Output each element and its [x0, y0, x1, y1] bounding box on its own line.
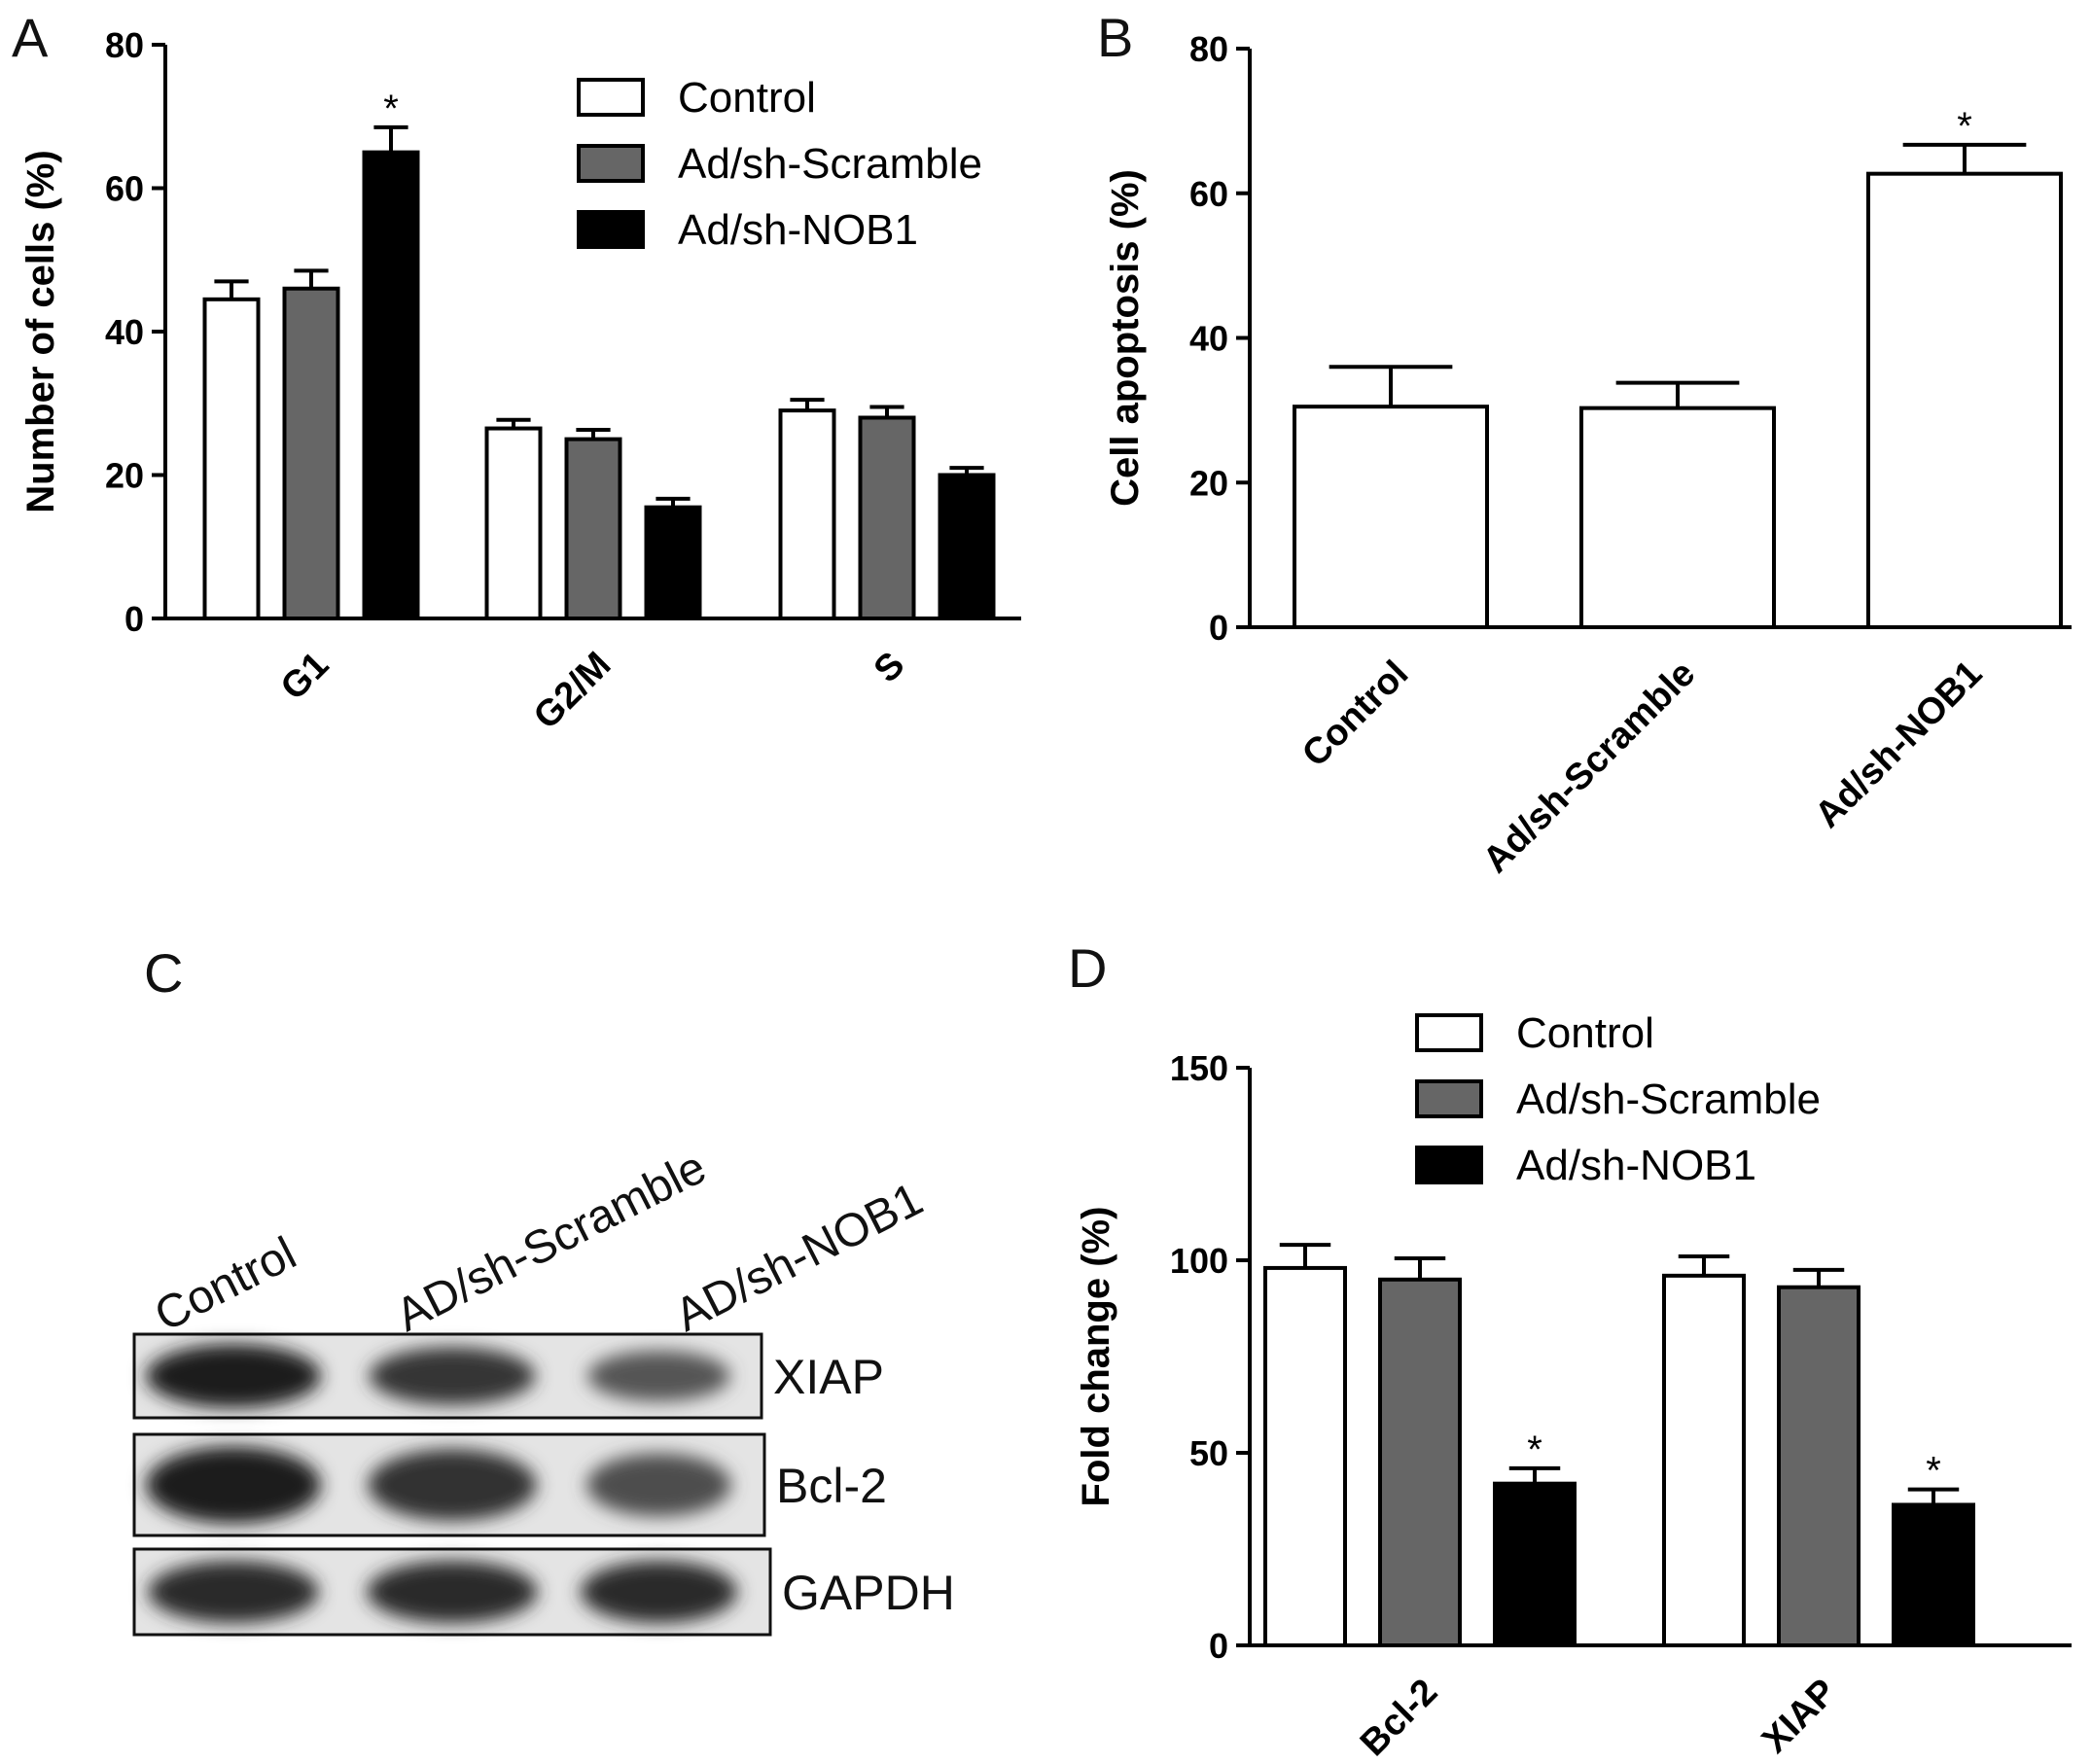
- y-tick-label: 60: [105, 169, 144, 209]
- chart-panel-a: A 0 20 40 60 80 Number of cells (%) * G1 G2/M S Con…: [12, 7, 1021, 737]
- legend-swatch: [577, 210, 645, 249]
- bar-g1-ad-sh-nob1: [362, 150, 420, 620]
- bar-g2-m-control: [484, 426, 543, 620]
- legend-label: Ad/sh-Scramble: [1516, 1076, 1821, 1123]
- bar-control: [1293, 405, 1489, 629]
- y-tick-label: 0: [1209, 608, 1228, 648]
- x-category-label: G2/M: [526, 645, 619, 737]
- legend-label: Ad/sh-NOB1: [1516, 1142, 1756, 1189]
- y-axis-label: Cell apoptosis (%): [1104, 169, 1147, 507]
- blot-row-label: Bcl-2: [776, 1459, 887, 1513]
- x-category-label: XIAP: [1754, 1672, 1844, 1761]
- bar-g1-control: [202, 297, 261, 620]
- y-tick-label: 80: [105, 25, 144, 65]
- legend-swatch: [577, 144, 645, 183]
- x-category-label: Ad/sh-NOB1: [1807, 653, 1990, 836]
- blot-band: [146, 1446, 321, 1524]
- lane-label: Control: [147, 1227, 304, 1341]
- blot-band: [587, 1350, 730, 1402]
- blot-band: [368, 1449, 537, 1521]
- legend-swatch: [1415, 1146, 1483, 1184]
- bar-s-ad-sh-nob1: [938, 473, 996, 620]
- legend-label: Ad/sh-NOB1: [678, 206, 918, 254]
- bar-ad-sh-nob1: [1866, 171, 2063, 629]
- significance-star: *: [1957, 105, 1972, 148]
- bar-g1-ad-sh-scramble: [282, 286, 340, 620]
- lane-label: AD/sh-NOB1: [667, 1174, 931, 1342]
- blot-band: [586, 1453, 731, 1517]
- chart-panel-d: D 0 50 100 150 Fold change (%) * * Bcl-2 XIAP Cont…: [1068, 937, 2072, 1764]
- bar-xiap-ad-sh-nob1: [1892, 1502, 1975, 1647]
- bar-g2-m-ad-sh-scramble: [564, 437, 622, 620]
- y-axis-label: Number of cells (%): [19, 150, 62, 512]
- y-tick-label: 40: [105, 312, 144, 352]
- bar-s-control: [778, 408, 836, 620]
- panel-letter: B: [1097, 7, 1133, 68]
- panel-letter: D: [1068, 937, 1107, 999]
- blot-band: [369, 1347, 536, 1405]
- x-category-label: G1: [273, 645, 337, 709]
- legend-label: Control: [1516, 1009, 1654, 1057]
- bar-ad-sh-scramble: [1579, 406, 1776, 629]
- legend-swatch: [1415, 1079, 1483, 1118]
- bar-xiap-control: [1662, 1273, 1746, 1647]
- legend-swatch: [577, 78, 645, 117]
- bar-s-ad-sh-scramble: [858, 415, 916, 620]
- significance-star: *: [1527, 1429, 1542, 1471]
- lane-label: AD/sh-Scramble: [388, 1142, 714, 1342]
- y-tick-label: 60: [1189, 174, 1228, 214]
- y-axis-label: Fold change (%): [1075, 1207, 1117, 1507]
- y-tick-label: 100: [1170, 1241, 1228, 1281]
- legend-label: Ad/sh-Scramble: [678, 140, 982, 188]
- bar-g2-m-ad-sh-nob1: [644, 505, 702, 620]
- panel-letter: A: [12, 7, 49, 68]
- chart-panel-b: B 0 20 40 60 80 Cell apoptosis (%) * Control Ad/s…: [1097, 7, 2072, 881]
- significance-star: *: [1926, 1450, 1941, 1493]
- x-category-label: Ad/sh-Scramble: [1475, 653, 1703, 881]
- bar-xiap-ad-sh-scramble: [1777, 1285, 1861, 1647]
- x-category-label: Control: [1294, 653, 1416, 775]
- y-tick-label: 0: [124, 599, 144, 639]
- y-tick-label: 50: [1189, 1433, 1228, 1473]
- y-tick-label: 40: [1189, 319, 1228, 359]
- blot-band: [367, 1561, 538, 1623]
- y-tick-label: 150: [1170, 1048, 1228, 1088]
- blot-band: [581, 1561, 737, 1623]
- blot-row-label: GAPDH: [782, 1566, 955, 1620]
- panel-letter: C: [144, 942, 183, 1004]
- legend-swatch: [1415, 1013, 1483, 1052]
- y-tick-label: 20: [1189, 463, 1228, 503]
- blot-band: [148, 1561, 319, 1623]
- bar-bcl-2-control: [1263, 1265, 1347, 1648]
- x-category-label: Bcl-2: [1353, 1672, 1445, 1764]
- y-tick-label: 0: [1209, 1626, 1228, 1666]
- y-tick-label: 80: [1189, 29, 1228, 69]
- x-category-label: S: [867, 645, 913, 691]
- significance-star: *: [383, 88, 399, 130]
- blot-row-label: XIAP: [773, 1350, 884, 1404]
- legend-label: Control: [678, 74, 816, 122]
- y-tick-label: 20: [105, 456, 144, 496]
- bar-bcl-2-ad-sh-nob1: [1493, 1481, 1577, 1648]
- bar-bcl-2-ad-sh-scramble: [1378, 1277, 1462, 1648]
- blot-band: [146, 1344, 321, 1408]
